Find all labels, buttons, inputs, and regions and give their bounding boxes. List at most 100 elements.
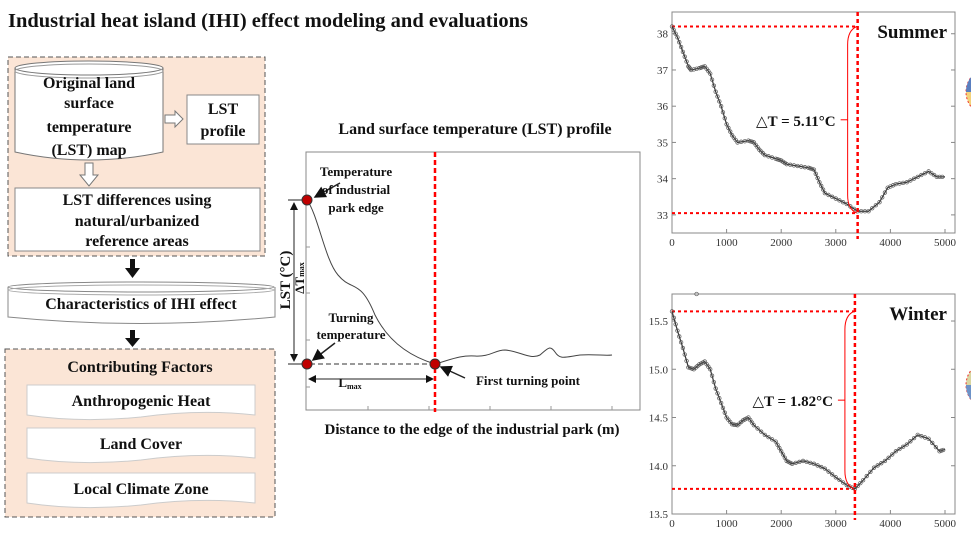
data-point	[915, 174, 920, 179]
x-tick-label: 1000	[716, 518, 739, 530]
data-point	[708, 71, 713, 76]
data-point	[762, 152, 767, 158]
data-point	[937, 449, 942, 454]
y-tick-label: 37	[657, 65, 669, 77]
x-tick-label: 3000	[825, 237, 848, 249]
x-tick-label: 4000	[879, 237, 902, 249]
data-point	[833, 196, 838, 201]
delta-t-annotation: △T = 5.11°C	[756, 114, 836, 130]
data-point	[677, 334, 682, 339]
data-point	[677, 40, 682, 45]
data-point	[922, 171, 928, 176]
data-point	[886, 455, 891, 460]
first-turning-label: First turning point	[476, 373, 581, 388]
plot-frame	[671, 293, 956, 515]
data-point	[934, 174, 939, 179]
data-point	[811, 167, 817, 172]
data-point	[682, 54, 687, 59]
flowchart: Original land surface temperature (LST) …	[4, 56, 276, 518]
data-point	[748, 139, 753, 144]
data-point	[911, 435, 917, 441]
x-tick-label: 1000	[716, 237, 739, 249]
edge-temperature-marker	[301, 194, 313, 206]
y-tick-label: 36	[657, 101, 669, 113]
factor-box	[26, 472, 256, 509]
data-point	[720, 405, 726, 411]
data-point	[717, 99, 722, 104]
data-point	[678, 44, 684, 50]
summer-map-thumbnail	[965, 76, 971, 108]
data-point	[919, 434, 924, 439]
data-point	[769, 155, 775, 160]
data-point	[880, 195, 885, 200]
data-point	[840, 480, 846, 485]
data-point	[669, 24, 675, 29]
data-point	[782, 455, 787, 460]
y-axis-label: LST (°C)	[278, 251, 294, 310]
data-point	[858, 480, 863, 486]
data-point	[673, 322, 678, 327]
data-point	[826, 469, 831, 474]
data-point	[713, 386, 718, 391]
lst-map-text-3: temperature	[47, 119, 132, 136]
data-point	[922, 435, 928, 440]
lst-profile-text-1: LST	[208, 101, 239, 118]
outlier-point	[694, 291, 699, 297]
data-point	[779, 449, 784, 454]
data-point	[684, 59, 689, 64]
data-point	[766, 154, 771, 159]
data-point	[697, 66, 702, 71]
lst-profile-text-2: profile	[200, 123, 245, 140]
data-point	[733, 422, 738, 428]
summer-chart: 0 1000 2000 3000 4000 5000 33 34 35 36 37 38 △T = 5.…	[657, 11, 957, 249]
lst-map-text-2: surface	[64, 95, 114, 112]
data-point	[749, 139, 755, 144]
data-point	[717, 396, 722, 401]
x-tick-label: 4000	[879, 518, 902, 530]
data-point	[926, 436, 931, 441]
x-axis-label: Distance to the edge of the industrial p…	[325, 422, 620, 438]
lst-map-text-4: (LST) map	[51, 142, 126, 159]
data-point	[897, 446, 902, 452]
y-tick-label: 38	[657, 29, 669, 41]
lst-profile-box	[186, 94, 260, 145]
data-point	[888, 184, 893, 189]
data-point	[675, 35, 680, 40]
delta-tmax-label: ΔTmax	[292, 262, 307, 294]
data-point	[830, 194, 835, 199]
turning-label-1: Turning	[328, 310, 374, 325]
data-point	[713, 89, 718, 94]
data-point	[890, 183, 896, 188]
differences-text-1: LST differences using	[63, 192, 212, 209]
data-point	[708, 367, 713, 372]
winter-map-thumbnail	[965, 369, 971, 401]
x-tick-label: 2000	[770, 237, 793, 249]
factor-label: Local Climate Zone	[73, 481, 208, 498]
data-point	[715, 391, 720, 396]
data-point	[775, 442, 780, 447]
data-point	[904, 442, 909, 447]
turning-temperature-marker	[301, 358, 313, 370]
differences-text-2: natural/urbanized	[75, 213, 200, 230]
data-point	[879, 461, 884, 466]
data-point	[860, 478, 866, 483]
data-point	[919, 172, 924, 178]
data-point	[715, 94, 720, 99]
data-point	[908, 178, 913, 183]
data-point	[940, 174, 945, 179]
data-point	[775, 157, 780, 162]
hollow-arrow-down-icon	[78, 162, 100, 187]
hollow-arrow-right-icon	[164, 109, 184, 129]
data-point	[698, 65, 704, 70]
data-point	[709, 373, 715, 378]
data-point	[671, 315, 676, 320]
x-tick-label: 5000	[934, 518, 957, 530]
data-point	[866, 209, 871, 214]
data-point	[728, 129, 733, 134]
data-point	[870, 206, 875, 211]
data-point	[694, 66, 699, 71]
data-point	[864, 473, 869, 479]
data-point	[759, 429, 764, 434]
turning-pointer-arrow	[311, 342, 336, 361]
factor-label: Anthropogenic Heat	[72, 393, 211, 410]
